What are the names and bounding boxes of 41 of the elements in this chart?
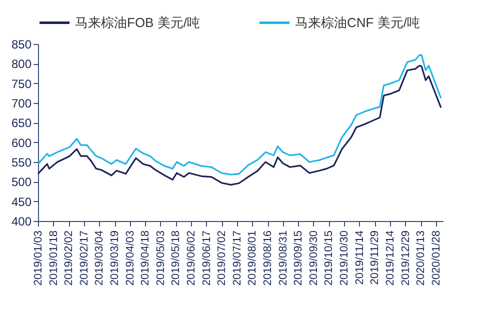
y-tick-label: 400 (11, 214, 32, 228)
y-tick-label: 550 (11, 156, 32, 170)
x-tick-label: 2019/09/30 (308, 230, 320, 286)
x-tick-label: 2019/03/04 (94, 230, 106, 286)
x-tick-label: 2020/01/28 (430, 230, 442, 286)
y-tick-label: 850 (11, 38, 32, 52)
y-tick-label: 750 (11, 76, 32, 91)
x-tick-label: 2019/02/17 (78, 230, 90, 286)
legend-label: 马来棕油CNF 美元/吨 (295, 14, 420, 30)
x-tick-label: 2019/10/15 (323, 230, 336, 286)
x-tick-label: 2019/10/30 (338, 230, 351, 286)
y-tick-label: 700 (11, 96, 32, 110)
x-tick-label: 2019/01/18 (48, 230, 60, 286)
y-tick-label: 800 (11, 57, 32, 72)
x-tick-label: 2019/05/03 (154, 230, 167, 286)
x-tick-label: 2019/03/19 (109, 230, 122, 286)
x-tick-label: 2019/01/03 (32, 230, 44, 286)
x-tick-label: 2019/11/29 (369, 230, 382, 285)
y-tick-label: 650 (11, 116, 32, 130)
y-tick-label: 450 (11, 194, 32, 209)
x-tick-label: 2019/09/15 (292, 230, 305, 286)
x-tick-label: 2019/12/29 (400, 230, 412, 286)
x-tick-label: 2020/01/13 (415, 230, 428, 286)
line-series (37, 64, 442, 186)
y-tick-label: 500 (11, 175, 32, 190)
y-tick-label: 600 (11, 136, 32, 150)
x-tick-label: 2019/04/03 (124, 230, 136, 286)
x-tick-label: 2019/08/31 (277, 230, 290, 286)
legend-label: 马来棕油FOB 美元/吨 (75, 14, 200, 30)
x-tick-label: 2019/07/02 (216, 230, 228, 286)
x-tick-label: 2019/08/16 (262, 230, 274, 286)
x-tick-label: 2019/06/02 (186, 230, 198, 286)
x-tick-label: 2019/08/01 (246, 230, 259, 286)
x-tick-label: 2019/06/17 (200, 230, 213, 286)
x-tick-label: 2019/07/17 (231, 230, 244, 286)
x-tick-label: 2019/11/14 (354, 230, 366, 285)
x-tick-label: 2019/05/18 (170, 230, 182, 286)
x-tick-label: 2019/04/18 (140, 230, 152, 286)
x-tick-label: 2019/02/02 (63, 230, 76, 286)
x-tick-label: 2019/12/14 (384, 230, 396, 286)
line-series (37, 54, 442, 176)
